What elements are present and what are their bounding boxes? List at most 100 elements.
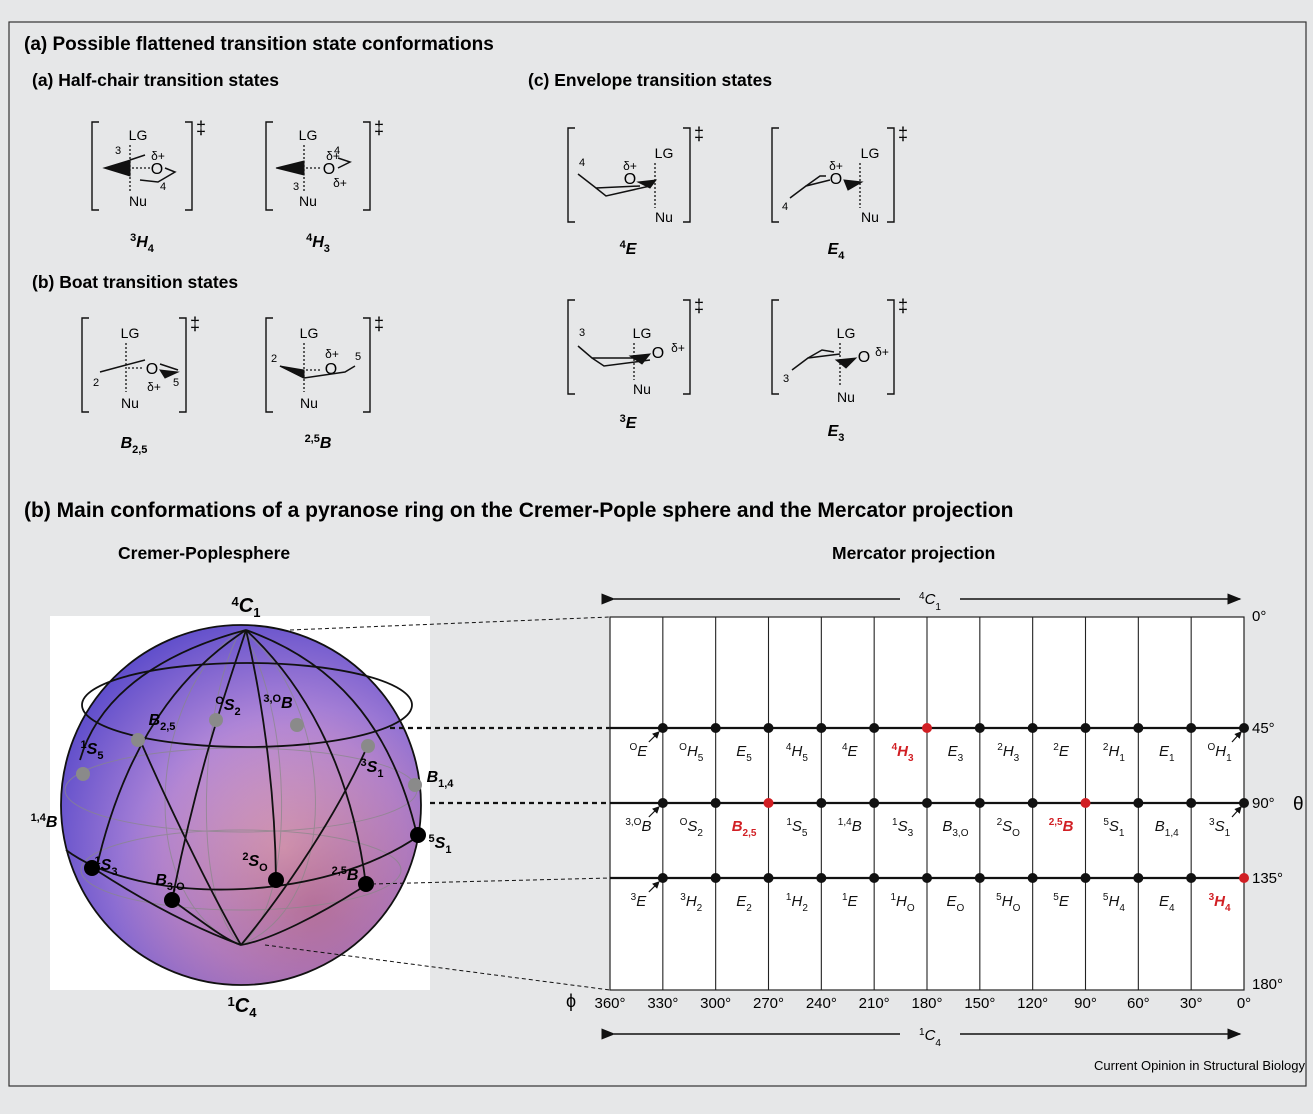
conformation-point [763,873,774,883]
sphere-point [290,718,304,732]
conformation-point [922,723,932,733]
leaving-group-label: LG [837,325,856,341]
oxygen-label: O [323,161,335,178]
mercator-conformation-label: B1,4 [1155,818,1179,839]
bottom-arrow-label: 1C4 [919,1027,941,1049]
theta-tick: 45° [1252,720,1275,737]
pointer-arrow [1231,806,1242,818]
mercator-conformation-label: 4E [842,742,859,760]
pointer-arrow [648,731,660,743]
sphere-conformation-label: 1,4B [31,812,58,831]
double-dagger: ‡ [898,124,908,144]
mercator-conformation-label: 3H4 [1209,892,1231,914]
partial-charge: δ+ [147,380,161,394]
mercator-conformation-label: B2,5 [732,818,757,839]
sphere-points [76,713,426,908]
phi-tick: 330° [647,995,678,1012]
nucleophile-label: Nu [633,381,651,397]
caption-3H4: 3H4 [130,232,155,255]
phi-tick: 60° [1127,995,1150,1012]
oxygen-label: O [325,361,337,378]
phi-tick: 240° [806,995,837,1012]
partial-charge: δ+ [333,176,347,190]
mercator-conformation-label: 2H3 [997,742,1019,764]
double-dagger: ‡ [374,118,384,138]
nucleophile-label: Nu [129,193,147,209]
theta-tick: 135° [1252,870,1283,887]
sphere-point [268,872,284,888]
structure-3H4: ‡ LG Nu 3 4 δ+O 3H4 [91,118,206,255]
sphere-point [84,860,100,876]
atom-number: 3 [115,145,121,157]
mercator-conformation-label: OH1 [1207,742,1232,764]
conformation-point [922,873,932,883]
oxygen-label: O [624,171,636,188]
mercator-conformation-label: 1S5 [786,817,808,839]
sphere-point [361,739,375,753]
leaving-group-label: LG [655,145,674,161]
sphere-conformation-label: 5S1 [429,833,452,856]
top-arrow-label: 4C1 [919,591,941,613]
phi-tick: 120° [1017,995,1048,1012]
mercator-points [648,723,1249,893]
caption-4E: 4E [620,239,638,258]
leaving-group-label: LG [633,325,652,341]
mercator-conformation-label: 3,OB [625,817,651,835]
envelope-title: (c) Envelope transition states [528,70,772,90]
structure-4E: ‡ LG Nu 4 δ+O 4E [567,124,704,258]
conformation-point [816,798,827,808]
nucleophile-label: Nu [300,395,318,411]
atom-number: 2 [271,353,277,365]
mercator-conformation-label: 1S3 [892,817,914,839]
sphere-conformation-label: 3S1 [361,757,384,780]
pointer-arrow [648,806,660,818]
pointer-arrow [1231,731,1242,743]
sphere-conformation-label: B2,5 [149,712,176,733]
double-dagger: ‡ [694,296,704,316]
mercator-conformation-label: 4H3 [892,742,914,764]
conformation-point [763,723,774,733]
mercator-conformation-label: 2SO [997,817,1021,839]
mercator-projection: OE OH5 E5 4H5 4E 4H3 E3 2H3 2E 2H1 E1 OH1 3,OB OS2 B2,… [566,591,1304,1049]
caption-E4: E4 [828,241,846,262]
caption-4H3: 4H3 [306,232,330,255]
conformation-point [1186,873,1197,883]
caption-3E: 3E [620,413,638,432]
atom-number: 2 [93,377,99,389]
conformation-point [1186,798,1197,808]
sphere-meridians [60,624,422,986]
double-dagger: ‡ [694,124,704,144]
mercator-axes: 360° 330° 300° 270° 240° 210° 180° 150° 120° 90° 6… [594,608,1283,1012]
mercator-labels: OE OH5 E5 4H5 4E 4H3 E3 2H3 2E 2H1 E1 OH1 3,OB OS2 B2,… [625,742,1232,914]
sphere-title: Cremer-Poplesphere [118,543,290,563]
mercator-conformation-label: E3 [948,743,964,764]
atom-number: 5 [355,351,361,363]
mercator-conformation-label: EO [947,893,965,914]
nucleophile-label: Nu [121,395,139,411]
sphere-north-pole-label: 4C1 [232,594,261,620]
phi-tick: 360° [594,995,625,1012]
cremer-pople-sphere: OS2 3,OB B2,5 3S1 1S5 B1,4 1,4B 5S1 1S3 B3,O 2SO 2,… [31,594,455,1020]
sphere-conformation-label: 2,5B [332,865,359,884]
sphere-south-pole-label: 1C4 [228,994,258,1020]
theta-tick: 0° [1252,608,1266,625]
panel-b-title: (b) Main conformations of a pyranose rin… [24,499,1013,522]
caption-E3: E3 [828,423,845,444]
structure-4H3: ‡ LG Nu 4 3 δ+Oδ+ 4H3 [265,118,384,255]
double-dagger: ‡ [190,314,200,334]
conformation-point [1186,723,1197,733]
oxygen-label: O [830,171,842,188]
double-dagger: ‡ [374,314,384,334]
sphere-point [131,733,145,747]
conformation-point [1027,723,1038,733]
conformation-point [1027,873,1038,883]
atom-number: 4 [160,181,166,193]
conformation-point [974,873,985,883]
conformation-point [816,723,827,733]
phi-tick: 300° [700,995,731,1012]
mercator-conformation-label: B3,O [942,818,968,839]
mercator-conformation-label: E4 [1159,893,1175,914]
mercator-conformation-label: 2E [1053,742,1070,760]
